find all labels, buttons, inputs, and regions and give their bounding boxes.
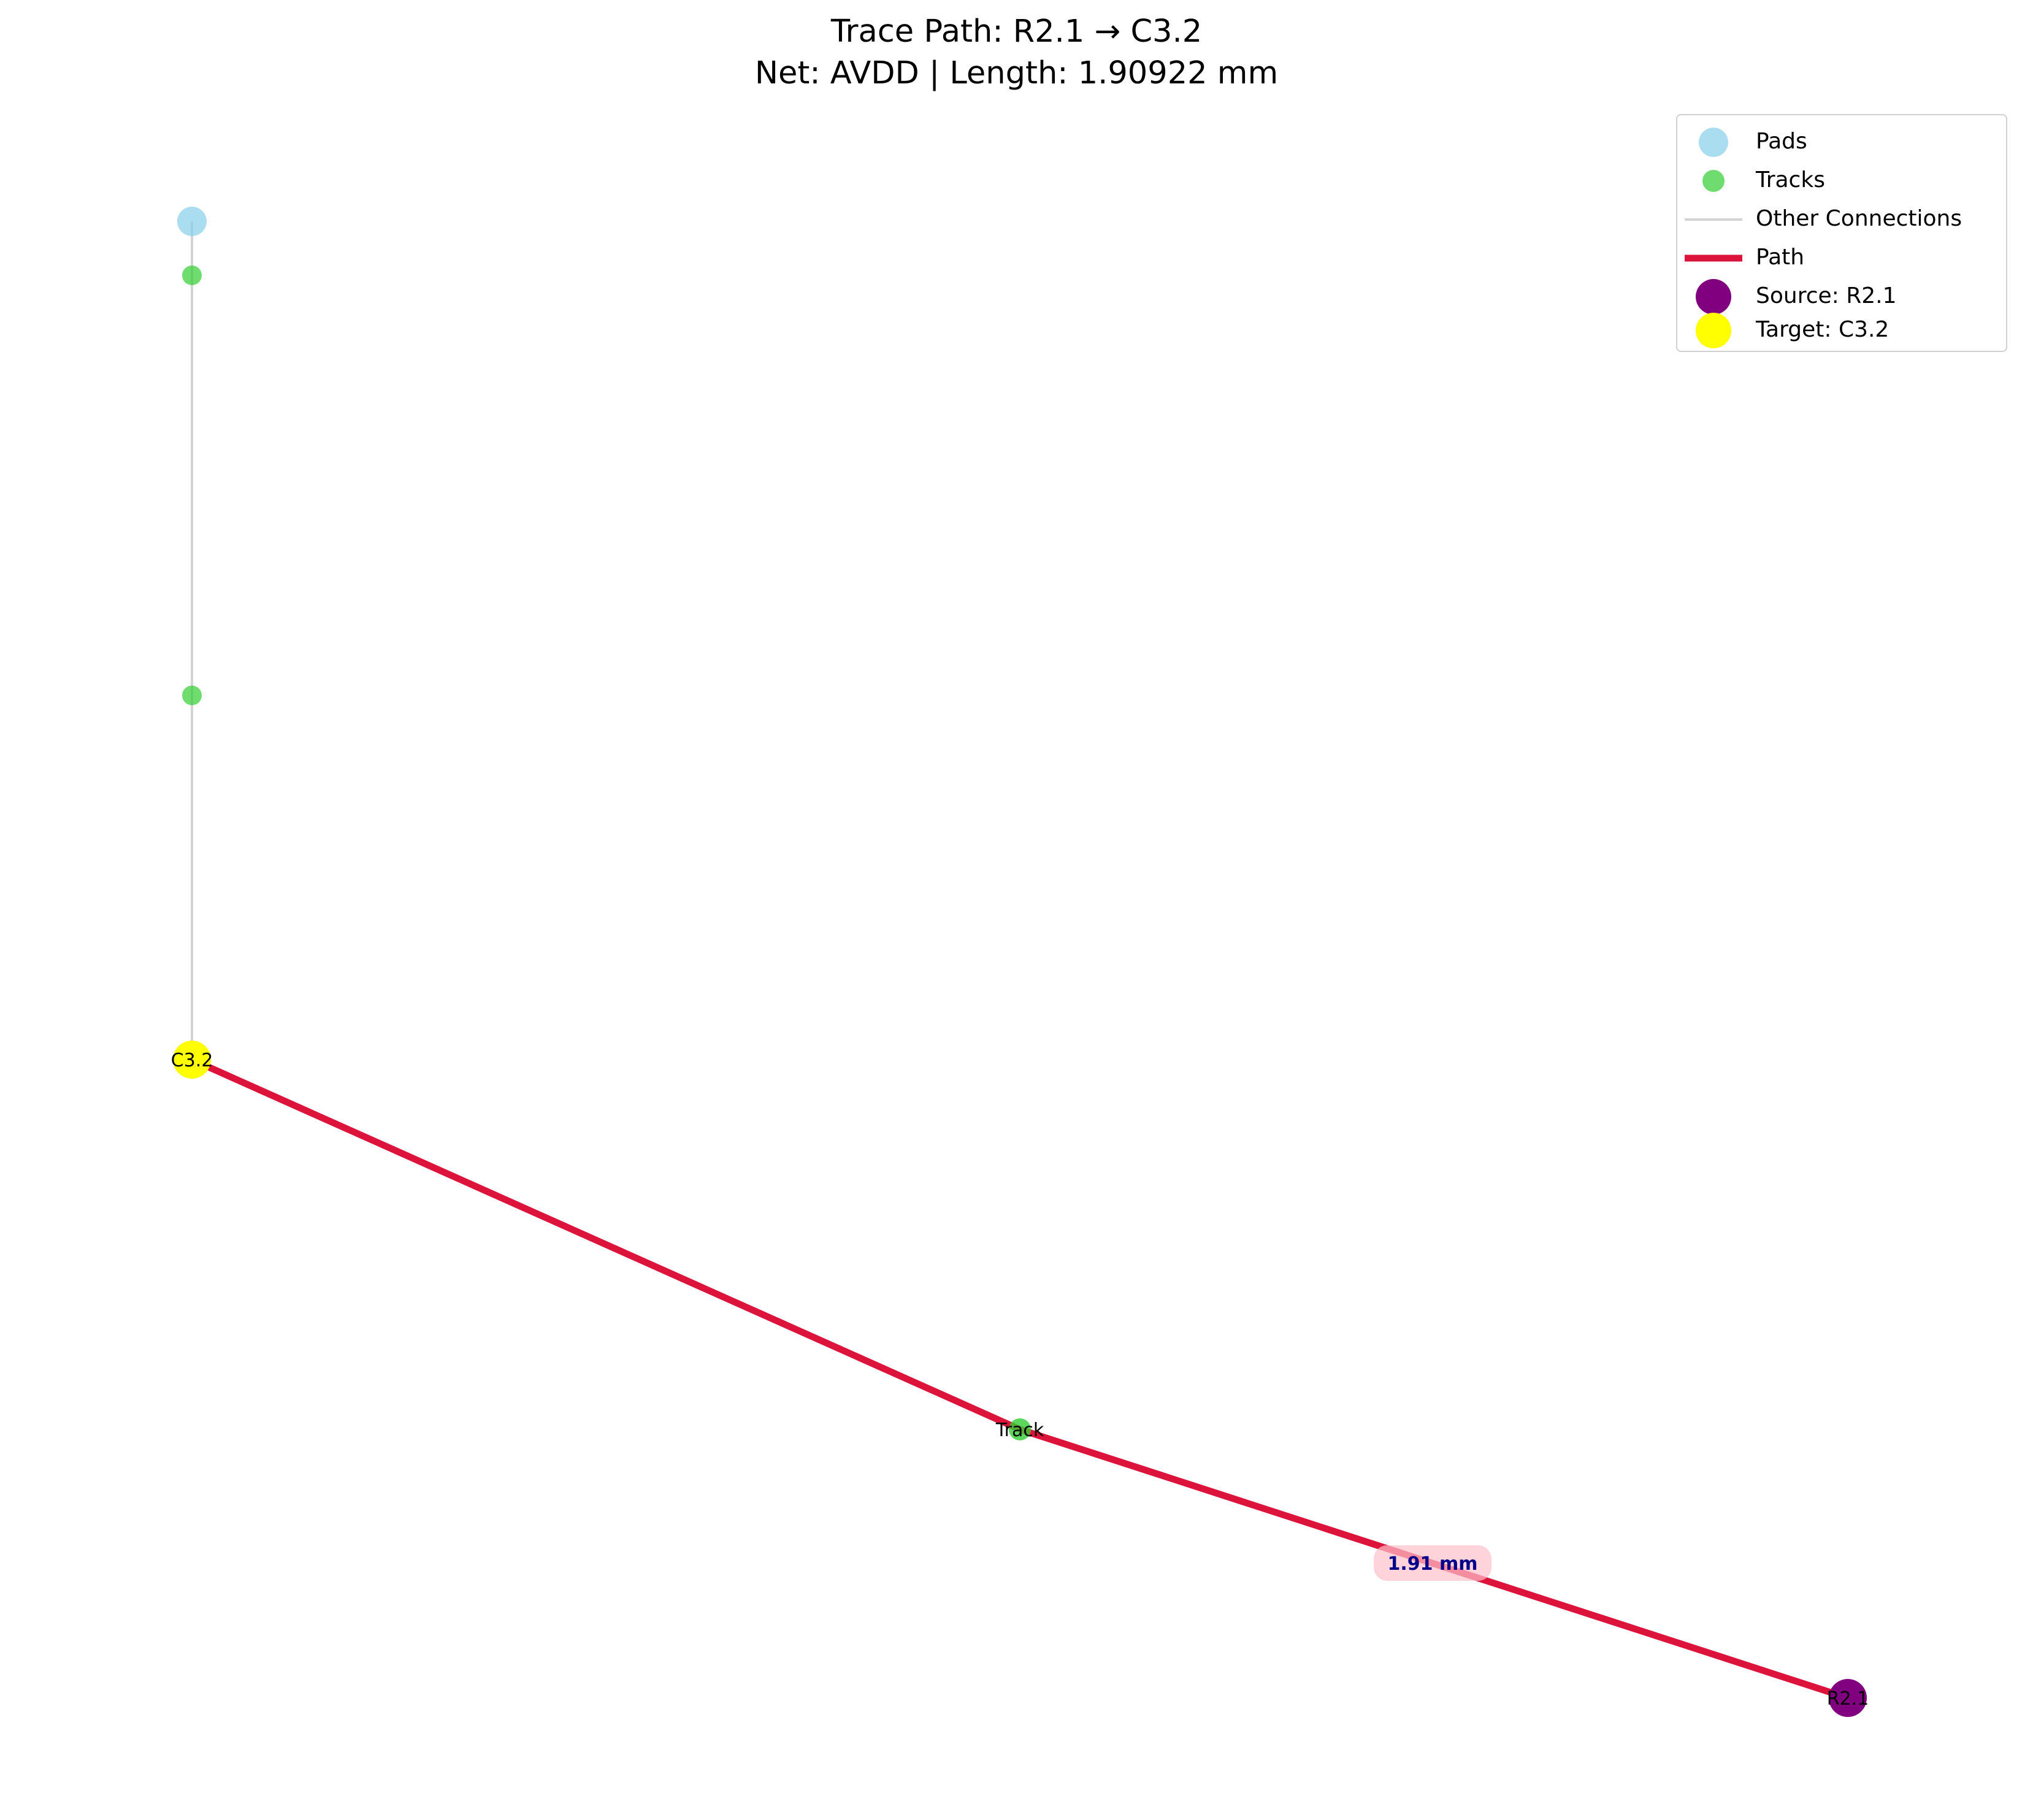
track-node-label: Track	[995, 1420, 1044, 1441]
figure-title-line-1: Trace Path: R2.1 → C3.2	[830, 13, 1203, 50]
legend-label-tracks: Tracks	[1756, 167, 1825, 193]
legend-item-pads: Pads	[1677, 124, 2006, 161]
target-marker-icon	[1696, 313, 1731, 348]
track-node	[182, 686, 202, 705]
legend-label-source: Source: R2.1	[1756, 283, 1897, 308]
legend-label-other-connections: Other Connections	[1756, 206, 1962, 231]
target-node-label: C3.2	[171, 1050, 213, 1071]
source-node	[1829, 1679, 1867, 1717]
pads-marker-icon	[1699, 128, 1728, 157]
legend: Pads Tracks Other Connections Path Sourc…	[1676, 114, 2007, 352]
figure-title-line-2: Net: AVDD | Length: 1.90922 mm	[754, 55, 1279, 91]
edge-label-box	[1374, 1545, 1491, 1581]
target-node	[173, 1041, 211, 1079]
legend-label-pads: Pads	[1756, 129, 1807, 154]
legend-item-path: Path	[1677, 240, 2006, 277]
track-node-on-path	[1009, 1418, 1031, 1440]
path-line-icon	[1685, 254, 1742, 262]
legend-item-other-connections: Other Connections	[1677, 201, 2006, 238]
pad-node	[177, 207, 207, 236]
other-connections-line-icon	[1685, 218, 1742, 221]
legend-label-path: Path	[1756, 245, 1805, 270]
edge-length-label: 1.91 mm	[1388, 1553, 1478, 1575]
legend-label-target: Target: C3.2	[1756, 317, 1889, 342]
legend-item-source: Source: R2.1	[1677, 278, 2006, 315]
legend-item-tracks: Tracks	[1677, 162, 2006, 199]
tracks-marker-icon	[1702, 170, 1725, 192]
track-node	[182, 266, 202, 285]
legend-item-target: Target: C3.2	[1677, 312, 2006, 349]
path-segment	[188, 1056, 1024, 1433]
source-node-label: R2.1	[1827, 1688, 1869, 1710]
source-marker-icon	[1696, 279, 1731, 315]
